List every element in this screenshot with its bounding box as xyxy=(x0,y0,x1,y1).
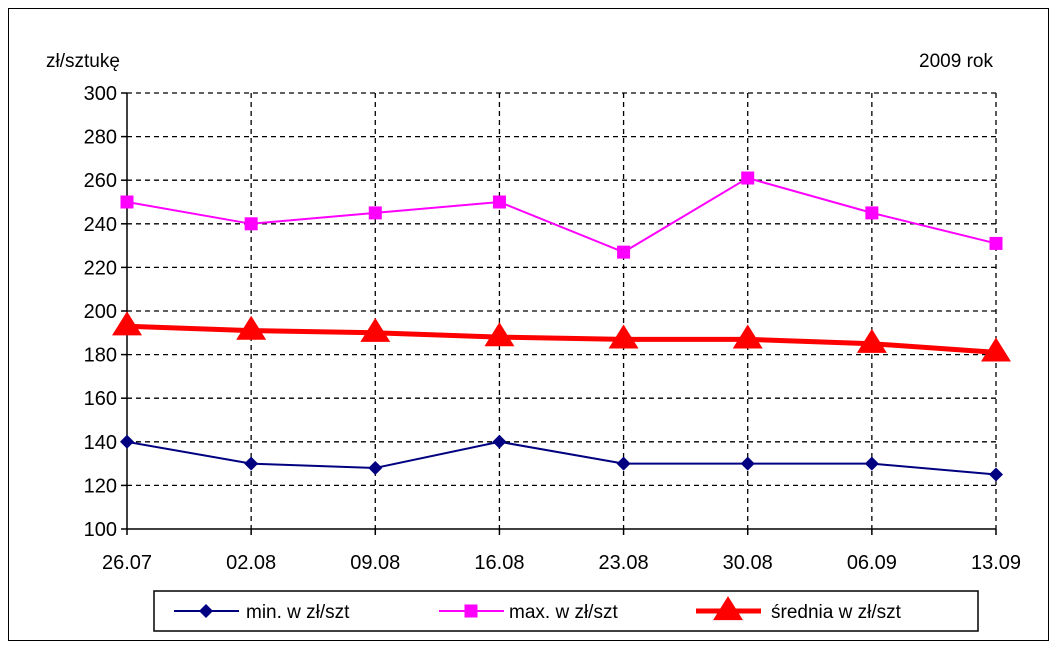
data-point xyxy=(236,315,267,340)
data-point xyxy=(864,456,879,471)
y-tick-label: 140 xyxy=(84,432,117,454)
series-2 xyxy=(120,171,1003,259)
data-point xyxy=(244,217,258,231)
y-tick-label: 100 xyxy=(84,519,117,541)
legend-box xyxy=(153,590,979,632)
data-point xyxy=(120,434,134,449)
data-point xyxy=(608,324,639,349)
data-point xyxy=(740,456,755,471)
axes: 100 120 140 160 180 200 220 240 260 280 300 26.07 02… xyxy=(84,83,1021,574)
data-point xyxy=(989,236,1003,250)
y-tick-label: 300 xyxy=(84,83,117,105)
x-tick-label: 23.08 xyxy=(599,552,649,574)
chart-note: 2009 rok xyxy=(919,51,993,72)
x-tick-label: 16.08 xyxy=(474,552,524,574)
data-point xyxy=(989,467,1003,482)
x-tick-label: 30.08 xyxy=(723,552,773,574)
data-point xyxy=(484,322,515,347)
data-point xyxy=(360,317,391,342)
legend-item-2: max. w zł/szt xyxy=(439,602,618,623)
data-point xyxy=(244,456,259,471)
series-1 xyxy=(120,434,1003,482)
data-point xyxy=(865,206,879,220)
legend-marker xyxy=(464,604,478,618)
y-tick-label: 160 xyxy=(84,388,117,410)
series-line xyxy=(126,323,997,355)
legend-label: średnia w zł/szt xyxy=(771,602,902,623)
legend-marker xyxy=(713,596,743,621)
series-lines xyxy=(112,171,1011,482)
legend-marker xyxy=(199,604,213,618)
y-tick-label: 240 xyxy=(84,214,117,236)
x-tick-label: 13.09 xyxy=(971,552,1021,574)
data-point xyxy=(732,324,763,349)
x-tick-label: 09.08 xyxy=(350,552,400,574)
legend-item-1: min. w zł/szt xyxy=(174,602,350,623)
x-tick-label: 06.09 xyxy=(847,552,897,574)
y-tick-label: 200 xyxy=(84,301,117,323)
legend-label: max. w zł/szt xyxy=(509,602,618,623)
data-point xyxy=(120,195,134,209)
data-point xyxy=(981,337,1011,362)
series-line xyxy=(126,440,997,476)
y-tick-label: 120 xyxy=(84,475,117,497)
x-tick-label: 26.07 xyxy=(102,552,152,574)
data-point xyxy=(492,434,507,449)
series-3 xyxy=(112,311,1011,362)
data-point xyxy=(616,456,631,471)
x-tick-label: 02.08 xyxy=(226,552,276,574)
legend: min. w zł/szt max. w zł/szt średnia w zł/s… xyxy=(153,590,979,632)
data-point xyxy=(617,245,631,259)
line-chart: zł/sztukę 2009 rok 100 120 140 160 180 200 220… xyxy=(46,51,1021,632)
y-axis-label: zł/sztukę xyxy=(46,51,120,72)
legend-item-3: średnia w zł/szt xyxy=(696,596,902,623)
y-tick-label: 220 xyxy=(84,257,117,279)
series-line xyxy=(126,176,997,254)
y-tick-label: 260 xyxy=(84,170,117,192)
data-point xyxy=(112,311,142,336)
data-point xyxy=(492,195,506,209)
data-point xyxy=(368,460,383,475)
gridlines xyxy=(127,92,997,529)
data-point xyxy=(368,206,382,220)
y-tick-label: 180 xyxy=(84,345,117,367)
y-tick-label: 280 xyxy=(84,127,117,149)
data-point xyxy=(856,328,887,353)
data-point xyxy=(741,171,755,185)
legend-label: min. w zł/szt xyxy=(246,602,350,623)
chart-frame: zł/sztukę 2009 rok 100 120 140 160 180 200 220… xyxy=(8,8,1049,641)
